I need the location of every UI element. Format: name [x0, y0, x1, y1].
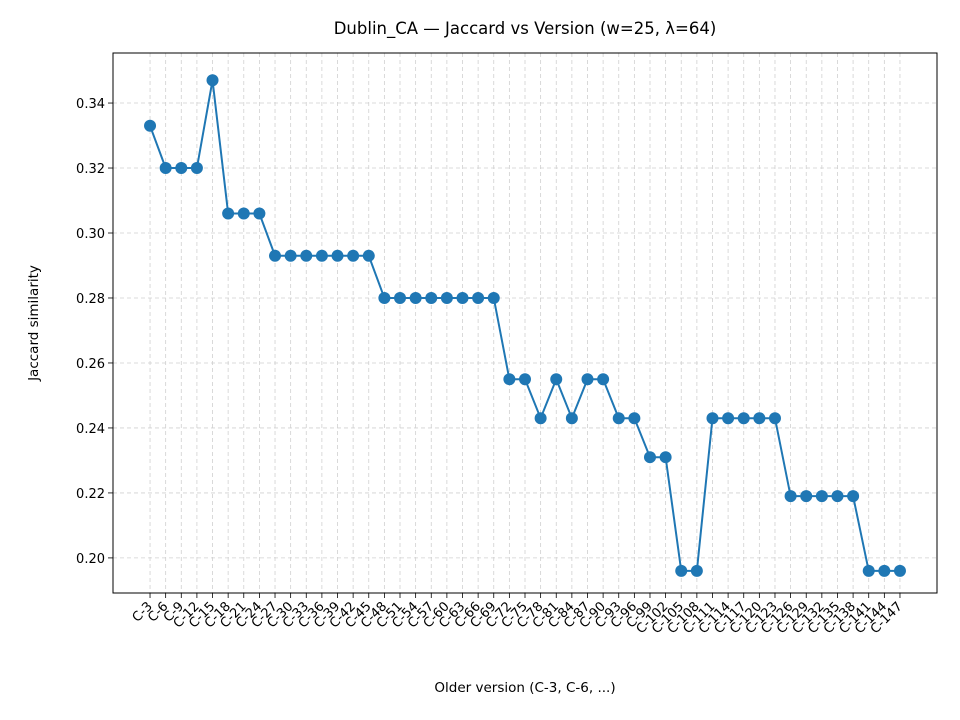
y-tick-label: 0.26 [76, 357, 105, 372]
marker [362, 249, 375, 262]
marker [581, 373, 594, 386]
marker [206, 74, 219, 87]
marker [315, 249, 328, 262]
marker [847, 490, 860, 503]
y-axis-label: Jaccard similarity [26, 265, 42, 382]
marker [643, 451, 656, 464]
marker [706, 412, 719, 425]
marker [597, 373, 610, 386]
marker [269, 249, 282, 262]
marker [690, 564, 703, 577]
marker [737, 412, 750, 425]
marker [175, 162, 188, 175]
marker [472, 291, 485, 304]
marker [784, 490, 797, 503]
marker [675, 564, 688, 577]
marker [237, 207, 250, 220]
plot-frame [112, 52, 938, 594]
marker [565, 412, 578, 425]
marker [300, 249, 313, 262]
marker [550, 373, 563, 386]
y-tick-label: 0.34 [76, 97, 105, 112]
marker [409, 291, 422, 304]
marker [503, 373, 516, 386]
marker [831, 490, 844, 503]
marker [612, 412, 625, 425]
y-tick-label: 0.22 [76, 487, 105, 502]
y-tick-label: 0.32 [76, 162, 105, 177]
marker [425, 291, 438, 304]
marker [768, 412, 781, 425]
y-tick-label: 0.24 [76, 422, 105, 437]
marker [222, 207, 235, 220]
marker [440, 291, 453, 304]
marker [800, 490, 813, 503]
marker [378, 291, 391, 304]
marker [331, 249, 344, 262]
marker [159, 162, 172, 175]
marker [753, 412, 766, 425]
marker [190, 162, 203, 175]
marker [878, 564, 891, 577]
marker [519, 373, 531, 386]
y-tick-label: 0.30 [76, 227, 105, 242]
marker [284, 249, 297, 262]
marker [394, 291, 407, 304]
y-tick-label: 0.28 [76, 292, 105, 307]
marker [862, 564, 875, 577]
marker [722, 412, 735, 425]
marker [487, 291, 500, 304]
x-axis-label: Older version (C-3, C-6, ...) [434, 680, 615, 696]
marker [253, 207, 266, 220]
chart-title: Dublin_CA — Jaccard vs Version (w=25, λ=… [334, 19, 717, 39]
y-tick-label: 0.20 [76, 552, 105, 567]
marker [815, 490, 828, 503]
marker [347, 249, 360, 262]
marker [659, 451, 672, 464]
marker [893, 564, 906, 577]
marker [628, 412, 641, 425]
marker [456, 291, 469, 304]
marker [534, 412, 547, 425]
marker [144, 119, 157, 132]
